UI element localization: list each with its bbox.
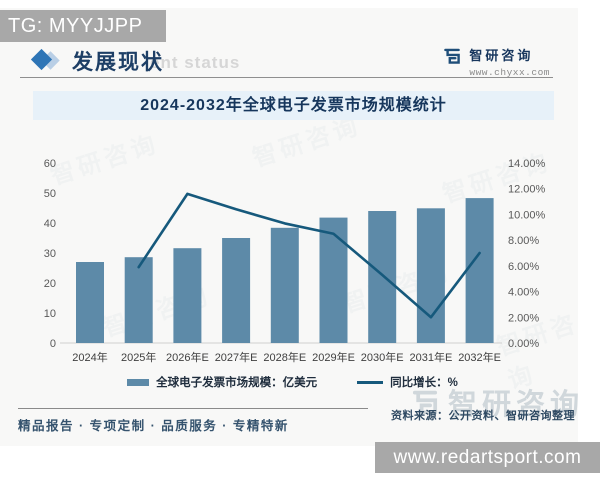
left-axis-tick: 20 [44,278,56,290]
right-axis-tick: 4.00% [508,287,539,299]
legend-item-line-series: 同比增长：% [357,374,458,390]
watermark-logo-icon [412,390,438,415]
left-axis-tick: 50 [44,188,56,200]
left-axis-tick: 10 [44,308,56,320]
bar-2031年E [416,208,445,343]
footer-tagline: 精品报告 · 专项定制 · 品质服务 · 专精特新 [18,419,289,433]
section-title: 发展现状 [72,51,164,74]
chart-title: 2024-2032年全球电子发票市场规模统计 [33,91,554,120]
right-axis-tick: 0.00% [508,338,539,350]
bar-2027年E [222,238,251,343]
x-axis-label: 2027年E [215,350,258,364]
bar-2028年E [270,227,299,343]
brand-block: 智研咨询 www.chyxx.com [441,45,550,78]
growth-line [137,192,481,319]
brand-logo-icon [444,48,461,64]
bar-swatch-icon [127,378,150,386]
x-axis-label: 2024年 [72,350,107,364]
right-axis-tick: 12.00% [508,184,546,196]
header-divider [20,77,553,78]
left-axis-tick: 60 [44,158,56,170]
left-axis-tick: 40 [44,218,56,230]
line-swatch-icon [357,380,384,384]
x-axis-label: 2031年E [409,350,452,364]
diamond-bullet-icon [30,48,62,71]
x-axis-label: 2025年 [121,350,156,364]
legend-item-bar-series: 全球电子发票市场规模：亿美元 [127,374,317,390]
x-axis-label: 2030年E [361,350,404,364]
x-axis-label: 2026年E [166,350,209,364]
right-axis-tick: 2.00% [508,312,539,324]
x-axis-label: 2028年E [263,350,306,364]
brand-name: 智研咨询 [469,48,534,63]
right-axis-tick: 10.00% [508,209,546,221]
header: ent status 发展现状 智研咨询 www.chyxx.com [20,44,558,78]
source-note: 资料来源：公开资料、智研咨询整理 [391,410,575,422]
watermark-brand-name: 智研咨询 [448,389,585,421]
bar-2026年E [173,248,202,343]
brand-url: www.chyxx.com [469,67,550,78]
right-axis-tick: 14.00% [508,158,546,170]
legend-label-line: 同比增长：% [390,377,458,389]
right-axis-tick: 8.00% [508,235,539,247]
x-axis-label: 2032年E [458,350,501,364]
legend-label-bar: 全球电子发票市场规模：亿美元 [156,377,318,389]
chart-svg: 0 10 20 30 40 50 60 0.00% 2.00% 4.00% 6.00% 8.00% 10… [44,158,546,364]
left-axis-tick: 30 [44,248,56,260]
bar-2025年 [124,257,153,343]
right-axis-tick: 6.00% [508,261,539,273]
footer-divider [18,408,368,409]
site-overlay-label: www.redartsport.com [375,442,600,473]
section-subtitle-ghost: ent status [150,53,241,72]
x-axis-label: 2029年E [312,350,355,364]
bar-2029年E [319,217,348,343]
footer-brand-watermark: 智研咨询 [408,381,584,423]
bar-2032年E [465,198,494,343]
left-axis-tick: 0 [50,338,56,350]
tg-overlay-label: TG: MYYJJPP [0,10,166,42]
bar-2030年E [368,211,397,343]
bar-2024年 [76,262,104,343]
chart-legend: 全球电子发票市场规模：亿美元 同比增长：% [30,374,555,390]
chart-area: 0 10 20 30 40 50 60 0.00% 2.00% 4.00% 6.00% 8.00% 10… [30,148,570,380]
